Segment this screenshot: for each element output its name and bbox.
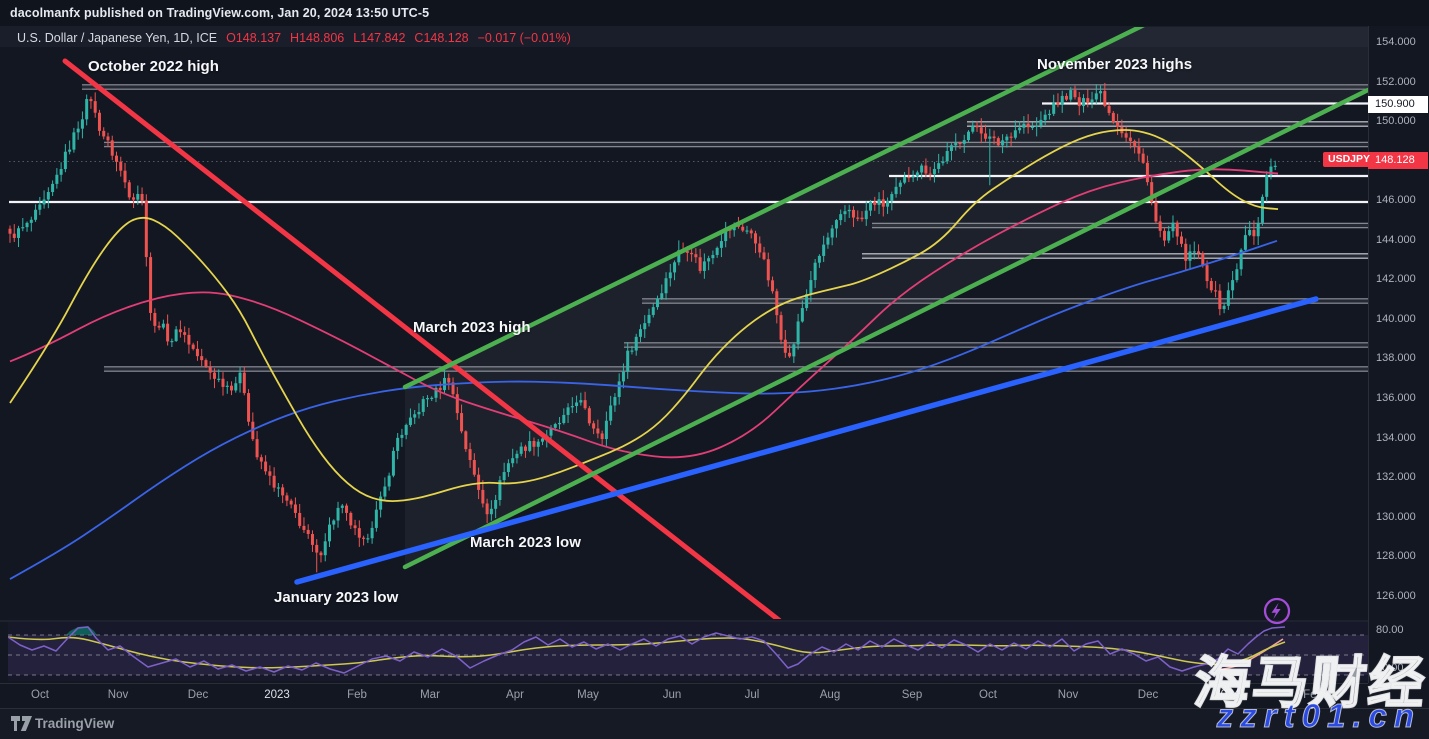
time-tick-sep: Sep xyxy=(901,689,923,701)
price-tick: 154.000 xyxy=(1376,36,1416,48)
price-tick: 142.000 xyxy=(1376,273,1416,286)
oscillator-tick: 80.00 xyxy=(1376,624,1404,636)
boost-lightning-button[interactable] xyxy=(1261,595,1293,627)
lightning-icon xyxy=(1263,597,1291,625)
footer-bar: TradingView xyxy=(0,708,1429,739)
price-tick: 134.000 xyxy=(1376,431,1416,444)
price-tick: 130.000 xyxy=(1376,510,1416,523)
symbol-title: U.S. Dollar / Japanese Yen, 1D, ICE xyxy=(17,31,218,45)
annotation-october-2022-high: October 2022 high xyxy=(88,58,219,75)
level-price-badge: 150.900 xyxy=(1368,96,1428,113)
tradingview-logo-icon[interactable] xyxy=(11,716,32,731)
time-tick-2024: 2024 xyxy=(1214,689,1240,701)
annotation-november-2023-highs: November 2023 highs xyxy=(1037,56,1193,73)
last-price-badge: 148.128 xyxy=(1368,152,1428,169)
time-tick-may: May xyxy=(577,689,599,701)
time-axis[interactable]: Oct Nov Dec 2023 Feb Mar Apr May Jun Jul Aug Sep Oct… xyxy=(0,683,1368,709)
ohlc-open: O148.137 xyxy=(226,31,282,45)
price-tick: 138.000 xyxy=(1376,352,1416,365)
price-axis[interactable]: 154.000 152.000 150.000 146.000 144.000 142.0… xyxy=(1368,26,1429,683)
time-tick-jul: Jul xyxy=(744,689,760,701)
time-tick-2023: 2023 xyxy=(264,689,290,701)
chart-legend[interactable]: U.S. Dollar / Japanese Yen, 1D, ICE O148… xyxy=(17,31,571,45)
tradingview-logo-text[interactable]: TradingView xyxy=(35,716,115,731)
price-tick: 136.000 xyxy=(1376,392,1416,405)
annotation-january-2023-low: January 2023 low xyxy=(274,589,399,606)
price-tick: 126.000 xyxy=(1376,589,1416,602)
time-tick-feb: Feb xyxy=(347,689,367,701)
time-tick-oct: Oct xyxy=(31,689,49,701)
time-tick-dec: Dec xyxy=(187,689,209,701)
time-tick-feb: Feb xyxy=(1303,689,1323,701)
price-tick: 150.000 xyxy=(1376,115,1416,128)
time-tick-mar: Mar xyxy=(420,689,440,701)
price-tick: 152.000 xyxy=(1376,75,1416,88)
symbol-pill: USDJPY xyxy=(1323,152,1376,167)
change-value: −0.017 (−0.01%) xyxy=(477,31,571,45)
publish-info: dacolmanfx published on TradingView.com,… xyxy=(10,6,430,20)
price-tick: 128.000 xyxy=(1376,550,1416,563)
ohlc-high: H148.806 xyxy=(290,31,345,45)
time-tick-nov: Nov xyxy=(1057,689,1079,701)
ohlc-low: L147.842 xyxy=(353,31,406,45)
price-tick: 146.000 xyxy=(1376,194,1416,207)
time-tick-dec: Dec xyxy=(1137,689,1159,701)
time-tick-nov: Nov xyxy=(107,689,129,701)
annotation-march-2023-high: March 2023 high xyxy=(413,319,531,336)
time-tick-aug: Aug xyxy=(819,689,841,701)
time-tick-jun: Jun xyxy=(662,689,682,701)
price-tick: 140.000 xyxy=(1376,312,1416,325)
publish-bar: dacolmanfx published on TradingView.com,… xyxy=(0,0,1429,26)
oscillator-tick: 40.00 xyxy=(1376,662,1404,674)
time-tick-oct: Oct xyxy=(979,689,997,701)
watermark-url: zzrt01.cn xyxy=(1216,697,1421,735)
ohlc-close: C148.128 xyxy=(414,31,469,45)
time-tick-apr: Apr xyxy=(506,689,524,701)
price-tick: 132.000 xyxy=(1376,471,1416,484)
annotation-march-2023-low: March 2023 low xyxy=(470,534,581,551)
price-tick: 144.000 xyxy=(1376,233,1416,246)
